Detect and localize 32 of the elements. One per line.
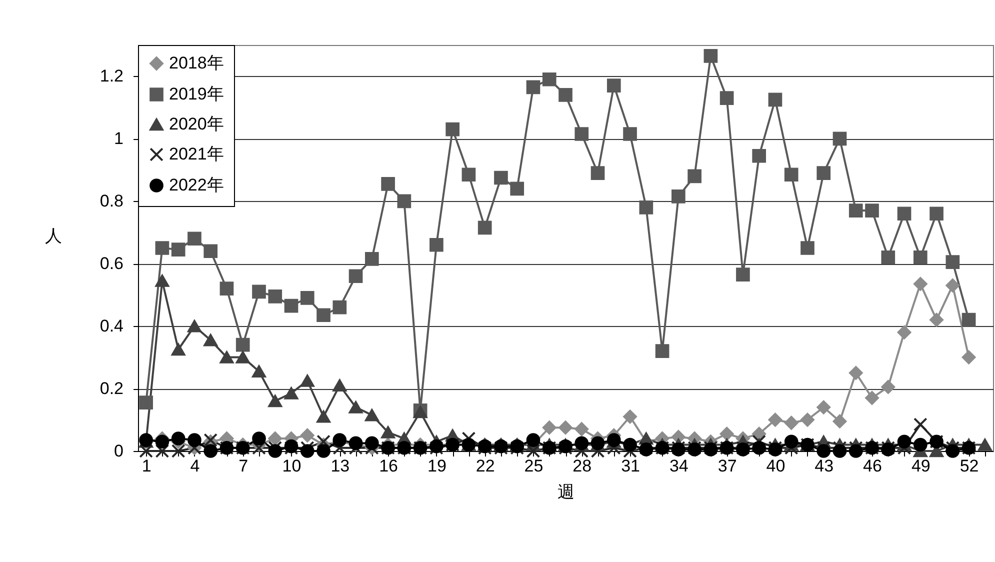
y-tick-label: 0.6 xyxy=(100,254,124,274)
y-tick-label: 1.2 xyxy=(100,66,124,86)
x-tick-label: 46 xyxy=(863,456,882,476)
x-tick-label: 49 xyxy=(911,456,930,476)
y-axis-title: 人 xyxy=(45,226,62,246)
y-tick-label: 0.2 xyxy=(100,379,124,398)
x-tick-label: 37 xyxy=(718,456,737,476)
y-tick-label: 0 xyxy=(114,442,124,460)
x-tick-label: 16 xyxy=(379,456,398,476)
x-tick-label: 19 xyxy=(427,456,446,476)
x-tick-label: 52 xyxy=(960,456,979,476)
x-tick-label: 34 xyxy=(669,456,688,476)
x-tick-label: 43 xyxy=(814,456,834,476)
legend-label: 2022年 xyxy=(169,176,224,194)
legend-label: 2021年 xyxy=(169,144,224,164)
x-tick-label: 28 xyxy=(572,456,592,476)
x-tick-label: 7 xyxy=(238,456,248,476)
legend-label: 2018年 xyxy=(169,54,224,72)
y-tick-label: 1 xyxy=(114,129,124,148)
x-tick-label: 13 xyxy=(330,456,350,476)
y-tick-label: 0.8 xyxy=(100,192,124,211)
x-axis-title: 週 xyxy=(558,482,574,502)
x-tick-label: 22 xyxy=(476,456,495,476)
x-tick-label: 25 xyxy=(524,456,544,476)
legend-label: 2020年 xyxy=(169,114,224,134)
x-tick-label: 10 xyxy=(282,456,302,476)
x-tick-label: 31 xyxy=(621,456,640,476)
y-tick-label: 0.4 xyxy=(100,316,124,336)
x-tick-label: 4 xyxy=(190,456,200,476)
x-tick-label: 40 xyxy=(766,456,786,476)
x-tick-label: 1 xyxy=(142,456,152,476)
legend-label: 2019年 xyxy=(169,84,224,104)
